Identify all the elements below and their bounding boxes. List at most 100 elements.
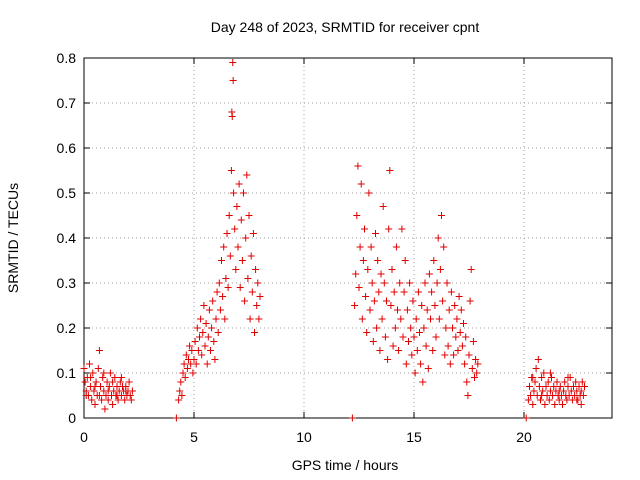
data-point	[197, 315, 205, 323]
axis-ticks	[83, 57, 612, 419]
data-point	[392, 243, 400, 251]
data-point	[398, 225, 406, 233]
data-point	[531, 378, 539, 386]
data-point	[244, 275, 252, 282]
data-point	[366, 306, 374, 314]
data-point	[380, 279, 388, 287]
x-axis-label: GPS time / hours	[292, 457, 399, 473]
data-point	[532, 365, 540, 372]
data-point	[212, 315, 220, 323]
data-point	[522, 414, 530, 422]
data-point	[255, 315, 263, 323]
data-point	[200, 302, 208, 309]
data-point	[458, 342, 466, 350]
data-point	[234, 243, 242, 251]
data-point	[232, 266, 240, 273]
data-point	[191, 338, 199, 345]
data-point	[213, 288, 221, 296]
data-point	[230, 189, 238, 197]
data-point	[465, 351, 473, 359]
data-point	[438, 212, 445, 219]
data-point	[471, 374, 478, 381]
data-point	[208, 324, 216, 332]
data-point	[524, 396, 532, 404]
data-point	[445, 306, 453, 314]
data-point	[396, 279, 404, 287]
chart-title: Day 248 of 2023, SRMTID for receiver cpn…	[211, 19, 480, 35]
data-point	[453, 315, 461, 323]
data-point	[95, 347, 103, 354]
data-point	[474, 360, 482, 368]
data-point	[526, 383, 533, 390]
data-point	[550, 383, 558, 390]
data-point	[176, 387, 184, 395]
data-point	[559, 401, 566, 408]
data-point	[95, 392, 103, 399]
data-point	[253, 302, 261, 309]
data-point	[545, 396, 553, 404]
data-point	[194, 347, 202, 354]
data-point	[179, 369, 187, 377]
data-point	[387, 302, 395, 309]
data-point	[182, 351, 190, 359]
data-point	[211, 356, 219, 363]
data-point	[546, 369, 554, 377]
data-point	[88, 396, 96, 404]
data-point	[469, 338, 477, 345]
data-point	[231, 225, 239, 233]
y-tick-label: 0.1	[57, 365, 77, 381]
data-point	[177, 378, 185, 386]
data-point	[581, 383, 588, 390]
data-point	[373, 324, 381, 332]
data-point	[204, 333, 212, 341]
data-point	[92, 378, 100, 386]
data-point	[368, 279, 376, 287]
data-point	[114, 396, 122, 404]
data-point	[446, 360, 454, 368]
data-point	[431, 302, 439, 309]
data-point	[219, 293, 227, 300]
data-point	[376, 347, 384, 354]
data-point	[411, 369, 419, 377]
x-tick-label: 10	[296, 429, 312, 445]
data-points	[80, 59, 588, 422]
data-point	[527, 392, 535, 399]
data-point	[121, 396, 129, 404]
y-axis-label: SRMTID / TECUs	[5, 183, 21, 293]
data-point	[192, 360, 200, 368]
data-point	[440, 243, 448, 251]
data-point	[87, 374, 95, 381]
data-point	[425, 270, 433, 278]
y-tick-label: 0	[68, 410, 76, 426]
data-point	[450, 351, 458, 359]
data-point	[89, 369, 97, 377]
data-point	[101, 405, 109, 413]
data-point	[105, 383, 113, 390]
data-point	[248, 288, 256, 296]
data-point	[418, 302, 426, 309]
data-point	[564, 374, 572, 381]
data-point	[402, 360, 410, 368]
data-point	[428, 288, 436, 296]
data-point	[413, 347, 421, 354]
data-point	[348, 414, 356, 422]
data-point	[548, 374, 555, 381]
data-point	[364, 266, 372, 273]
data-point	[251, 329, 258, 336]
data-point	[238, 257, 246, 264]
data-point	[117, 374, 125, 381]
data-point	[553, 378, 561, 386]
data-point	[109, 401, 117, 408]
data-point	[125, 378, 133, 386]
data-point	[254, 279, 262, 287]
data-point	[577, 387, 585, 395]
data-point	[573, 396, 581, 404]
data-point	[354, 162, 362, 170]
data-point	[375, 288, 383, 296]
data-point	[222, 275, 230, 282]
y-tick-label: 0.5	[57, 185, 77, 201]
data-point	[91, 383, 99, 390]
data-point	[451, 302, 459, 309]
data-point	[381, 333, 389, 341]
data-point	[408, 351, 416, 359]
